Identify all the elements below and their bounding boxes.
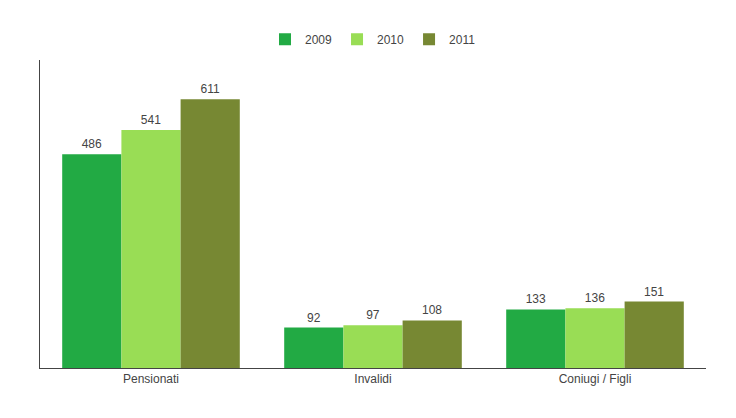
svg-text:Invalidi: Invalidi — [354, 372, 391, 386]
svg-text:97: 97 — [366, 308, 380, 322]
svg-text:136: 136 — [585, 291, 605, 305]
svg-text:486: 486 — [82, 137, 102, 151]
svg-text:Coniugi / Figli: Coniugi / Figli — [559, 372, 632, 386]
svg-text:2011: 2011 — [449, 33, 475, 47]
svg-text:2009: 2009 — [305, 33, 332, 47]
svg-text:92: 92 — [307, 311, 321, 325]
svg-text:541: 541 — [141, 113, 161, 127]
svg-text:Pensionati: Pensionati — [123, 372, 179, 386]
svg-text:108: 108 — [422, 303, 442, 317]
svg-text:133: 133 — [526, 292, 546, 306]
svg-text:151: 151 — [644, 285, 664, 299]
svg-text:611: 611 — [200, 82, 219, 96]
svg-text:2010: 2010 — [377, 33, 404, 47]
